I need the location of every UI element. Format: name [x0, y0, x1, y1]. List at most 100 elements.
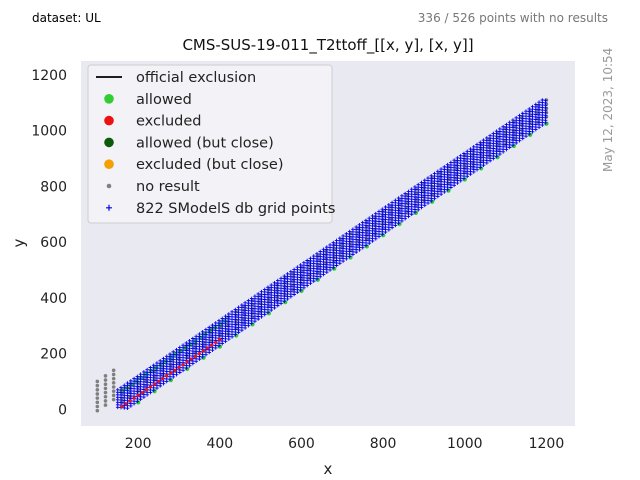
- grid-point: [155, 386, 159, 390]
- grid-point: [115, 405, 120, 410]
- grid-point: [400, 219, 404, 223]
- grid-point: [279, 301, 283, 306]
- legend-label: excluded (but close): [136, 157, 283, 173]
- grid-point: [256, 317, 260, 321]
- no-result-point: [103, 382, 108, 387]
- allowed-point: [331, 266, 337, 271]
- legend-label: excluded: [136, 114, 202, 130]
- no-result-point: [111, 368, 116, 373]
- grid-point: [240, 328, 244, 332]
- grid-point: [200, 355, 205, 359]
- legend-label: allowed: [136, 92, 192, 108]
- grid-point: [253, 319, 257, 324]
- grid-point: [272, 306, 277, 310]
- grid-point: [439, 192, 443, 196]
- excluded-point: [161, 377, 165, 381]
- grid-point: [445, 187, 450, 192]
- grid-point: [285, 297, 290, 301]
- x-tick-label: 600: [288, 436, 315, 452]
- grid-point: [514, 141, 519, 145]
- grid-point: [481, 163, 486, 168]
- grid-point: [393, 223, 398, 228]
- grid-point: [485, 161, 489, 165]
- no-result-point: [95, 383, 100, 388]
- excluded-point: [140, 390, 144, 395]
- grid-point: [498, 152, 502, 156]
- grid-point: [452, 183, 456, 188]
- no-result-point: [103, 399, 108, 403]
- grid-point: [501, 150, 505, 154]
- grid-point: [308, 281, 313, 286]
- no-result-point: [111, 393, 116, 398]
- allowed-point: [413, 210, 418, 216]
- grid-point: [354, 250, 358, 254]
- grid-point: [262, 312, 267, 317]
- grid-point: [338, 261, 342, 266]
- no-result-point: [103, 374, 108, 378]
- grid-point: [449, 185, 453, 190]
- grid-point: [164, 379, 169, 384]
- allowed-point: [184, 366, 190, 372]
- allowed-point: [511, 143, 516, 149]
- excluded-point: [124, 402, 128, 406]
- grid-point: [315, 277, 319, 281]
- allowed-point: [380, 232, 386, 238]
- ticks-layer: 200 400 600 800 1000 1200 0 200 400 600 800 1000 120…: [31, 68, 564, 452]
- y-tick-label: 0: [58, 402, 67, 418]
- grid-point: [511, 143, 515, 147]
- grid-point: [534, 127, 538, 132]
- grid-point: [321, 272, 326, 277]
- excluded-point: [120, 404, 124, 409]
- no-result-point: [95, 396, 100, 400]
- grid-point: [275, 303, 280, 308]
- allowed-point: [299, 288, 304, 294]
- allowed-point: [527, 132, 533, 138]
- grid-point: [403, 216, 407, 221]
- grid-point: [204, 352, 208, 357]
- grid-point: [122, 406, 127, 410]
- grid-point: [318, 274, 323, 279]
- grid-point: [387, 228, 391, 232]
- grid-point: [243, 326, 247, 330]
- excluded-point: [197, 351, 201, 356]
- allowed-point: [348, 255, 353, 260]
- no-result-point: [111, 389, 116, 393]
- excluded-point: [165, 374, 169, 378]
- legend-plus-marker: [106, 204, 112, 211]
- excluded-point: [177, 365, 181, 370]
- grid-point: [419, 205, 424, 210]
- grid-point: [478, 165, 483, 170]
- grid-point: [537, 125, 541, 130]
- grid-point: [468, 172, 473, 176]
- grid-point: [217, 343, 221, 348]
- grid-point: [520, 136, 525, 141]
- grid-point: [351, 252, 355, 257]
- grid-point: [178, 370, 182, 375]
- legend-dot-marker: [106, 183, 112, 189]
- grid-point: [458, 179, 463, 183]
- grid-point: [151, 388, 156, 393]
- excluded-point: [201, 349, 206, 353]
- no-result-point: [111, 372, 116, 377]
- no-result-point: [95, 387, 100, 392]
- legend: official exclusion allowed excluded allowed…: [87, 64, 335, 224]
- grid-point: [138, 397, 143, 402]
- grid-point: [246, 323, 251, 328]
- grid-point: [213, 346, 218, 350]
- no-result-point: [95, 408, 100, 413]
- no-result-point: [111, 381, 116, 385]
- excluded-point: [205, 346, 210, 350]
- grid-point: [409, 212, 414, 217]
- grid-point: [432, 196, 437, 201]
- grid-point: [475, 167, 479, 172]
- grid-point: [142, 395, 146, 399]
- excluded-point: [144, 388, 148, 392]
- grid-point: [223, 339, 228, 344]
- grid-point: [370, 239, 375, 243]
- allowed-point: [201, 355, 206, 360]
- excluded-point: [169, 371, 173, 375]
- grid-point: [488, 158, 492, 163]
- excluded-point: [156, 379, 161, 384]
- grid-point: [517, 138, 522, 143]
- grid-point: [132, 401, 136, 406]
